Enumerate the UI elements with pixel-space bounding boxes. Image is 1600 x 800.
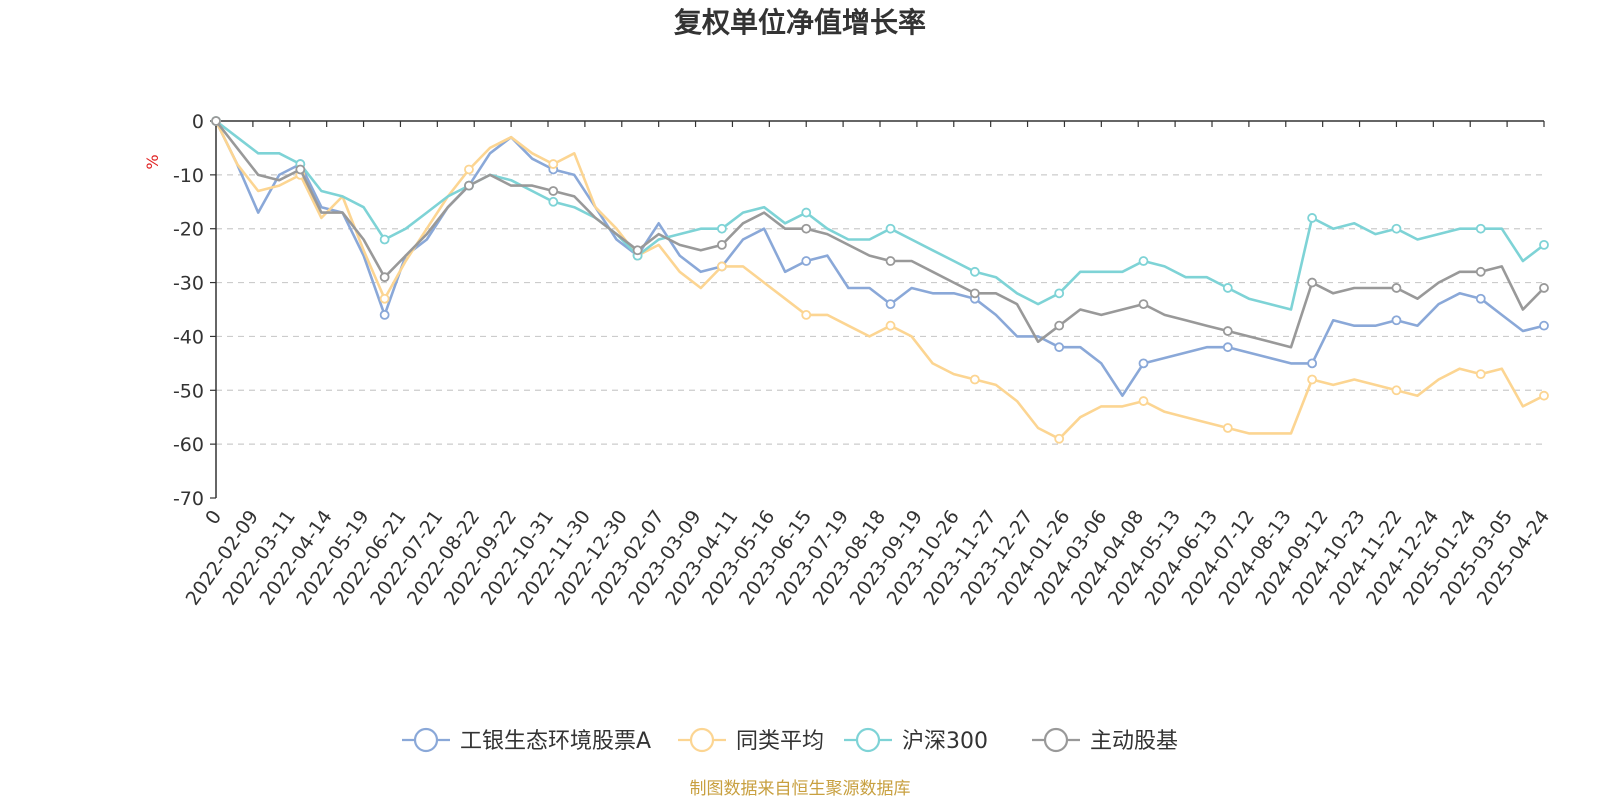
x-tick-label: 0 [201, 506, 226, 529]
series-point-1 [969, 374, 980, 385]
series-point-1 [885, 320, 896, 331]
y-tick-label: 0 [192, 111, 204, 133]
series-point-2 [717, 223, 727, 234]
series-point-3 [969, 288, 980, 299]
series-point-2 [801, 207, 812, 218]
series-point-2 [1054, 288, 1065, 299]
series-point-1 [1391, 385, 1402, 396]
y-tick-label: -40 [173, 326, 204, 348]
series-point-1 [801, 309, 812, 320]
series-line-2 [215, 119, 1545, 311]
y-tick-label: -70 [173, 488, 204, 510]
series-point-2 [969, 266, 980, 277]
series-point-3 [548, 186, 559, 196]
y-tick-label: -20 [173, 219, 204, 241]
data-source-note: 制图数据来自恒生聚源数据库 [690, 779, 911, 799]
series-point-1 [464, 164, 474, 175]
legend-label: 主动股基 [1090, 729, 1178, 754]
series-point-3 [1222, 326, 1233, 336]
series-point-0 [1222, 342, 1233, 353]
series-point-0 [379, 309, 390, 320]
series-point-3 [379, 272, 390, 283]
series-point-3 [1539, 283, 1549, 293]
series-point-3 [464, 180, 474, 191]
legend[interactable]: 工银生态环境股票A 同类平均 沪深300 主动股基 [402, 727, 1178, 754]
series-point-3 [1054, 320, 1065, 331]
axes: 0-10-20-30-40-50-60-7002022-02-092022-03… [173, 111, 1554, 609]
series-point-2 [1138, 256, 1149, 266]
y-axis-unit-label: % [143, 154, 162, 169]
legend-swatch-circle [855, 727, 881, 753]
series-point-3 [885, 256, 896, 266]
legend-swatch-circle [689, 727, 715, 753]
legend-item-1[interactable]: 同类平均 [678, 727, 824, 754]
series-point-3 [1307, 277, 1318, 288]
y-tick-label: -10 [173, 165, 204, 187]
y-tick-label: -30 [173, 273, 204, 295]
series-point-0 [1307, 358, 1318, 369]
series-point-3 [1138, 299, 1149, 310]
series-point-0 [1054, 342, 1065, 353]
series-point-0 [1138, 358, 1149, 369]
series-point-1 [1307, 374, 1318, 385]
series-point-0 [1539, 320, 1549, 331]
series-point-0 [801, 256, 812, 266]
series-point-3 [1391, 283, 1402, 293]
series-point-3 [632, 245, 643, 256]
series-line-0 [214, 120, 1545, 398]
series-point-1 [548, 159, 559, 169]
series-point-1 [1539, 390, 1549, 401]
legend-label: 工银生态环境股票A [460, 729, 651, 754]
series-point-0 [885, 299, 896, 310]
series-point-1 [1054, 433, 1065, 444]
series-point-1 [1475, 369, 1486, 380]
series-point-2 [885, 223, 896, 234]
legend-label: 沪深300 [902, 729, 988, 754]
series-line-1 [214, 120, 1545, 441]
series-point-3 [717, 239, 727, 250]
legend-swatch-circle [413, 727, 439, 753]
chart-title: 复权单位净值增长率 [674, 6, 926, 39]
legend-label: 同类平均 [736, 729, 824, 754]
series-point-2 [1307, 213, 1318, 223]
series-point-1 [379, 293, 390, 304]
legend-item-3[interactable]: 主动股基 [1032, 727, 1178, 754]
series-point-3 [1475, 266, 1486, 277]
legend-item-0[interactable]: 工银生态环境股票A [402, 727, 651, 754]
series-lines [211, 116, 1549, 444]
series-point-2 [1539, 239, 1549, 250]
series-point-2 [379, 234, 390, 245]
series-line-3 [214, 120, 1545, 349]
y-tick-label: -50 [173, 380, 204, 402]
y-tick-label: -60 [173, 434, 204, 456]
legend-swatch-circle [1043, 727, 1069, 753]
legend-item-2[interactable]: 沪深300 [844, 727, 988, 754]
series-point-1 [717, 261, 727, 272]
series-point-2 [1391, 223, 1402, 234]
grid-lines [216, 174, 1544, 445]
series-point-1 [1138, 396, 1149, 406]
series-point-0 [1391, 315, 1402, 326]
series-point-2 [548, 196, 559, 207]
series-point-0 [1475, 293, 1486, 304]
series-point-3 [295, 164, 306, 175]
series-point-3 [211, 116, 221, 126]
series-point-2 [1475, 223, 1486, 234]
series-point-2 [1222, 283, 1233, 293]
series-point-3 [801, 223, 812, 234]
series-point-1 [1222, 423, 1233, 433]
